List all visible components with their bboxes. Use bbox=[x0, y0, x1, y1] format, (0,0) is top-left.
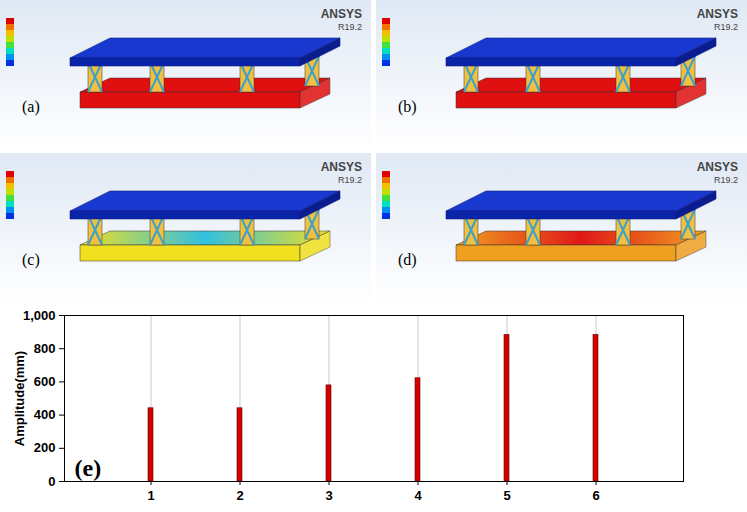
svg-text:0: 0 bbox=[48, 474, 55, 489]
svg-text:ANSYS: ANSYS bbox=[697, 7, 738, 21]
svg-text:(d): (d) bbox=[398, 251, 417, 269]
svg-text:(e): (e) bbox=[75, 455, 102, 481]
svg-text:600: 600 bbox=[34, 374, 56, 389]
svg-text:(b): (b) bbox=[398, 98, 417, 116]
svg-text:3: 3 bbox=[325, 488, 332, 503]
svg-text:R19.2: R19.2 bbox=[338, 175, 362, 185]
svg-text:R19.2: R19.2 bbox=[338, 22, 362, 32]
svg-text:800: 800 bbox=[34, 341, 56, 356]
svg-text:6: 6 bbox=[592, 488, 599, 503]
svg-text:ANSYS: ANSYS bbox=[321, 160, 362, 174]
svg-text:R19.2: R19.2 bbox=[714, 22, 738, 32]
svg-text:200: 200 bbox=[34, 440, 56, 455]
svg-text:2: 2 bbox=[236, 488, 243, 503]
svg-text:(a): (a) bbox=[22, 98, 40, 116]
svg-text:ANSYS: ANSYS bbox=[697, 160, 738, 174]
svg-text:4: 4 bbox=[414, 488, 422, 503]
svg-text:(c): (c) bbox=[22, 251, 40, 269]
svg-text:5: 5 bbox=[503, 488, 510, 503]
svg-text:1,000: 1,000 bbox=[23, 308, 56, 323]
svg-text:ANSYS: ANSYS bbox=[321, 7, 362, 21]
svg-text:1: 1 bbox=[147, 488, 154, 503]
svg-text:R19.2: R19.2 bbox=[714, 175, 738, 185]
svg-text:Amplitude(mm): Amplitude(mm) bbox=[12, 351, 27, 446]
svg-text:400: 400 bbox=[34, 407, 56, 422]
